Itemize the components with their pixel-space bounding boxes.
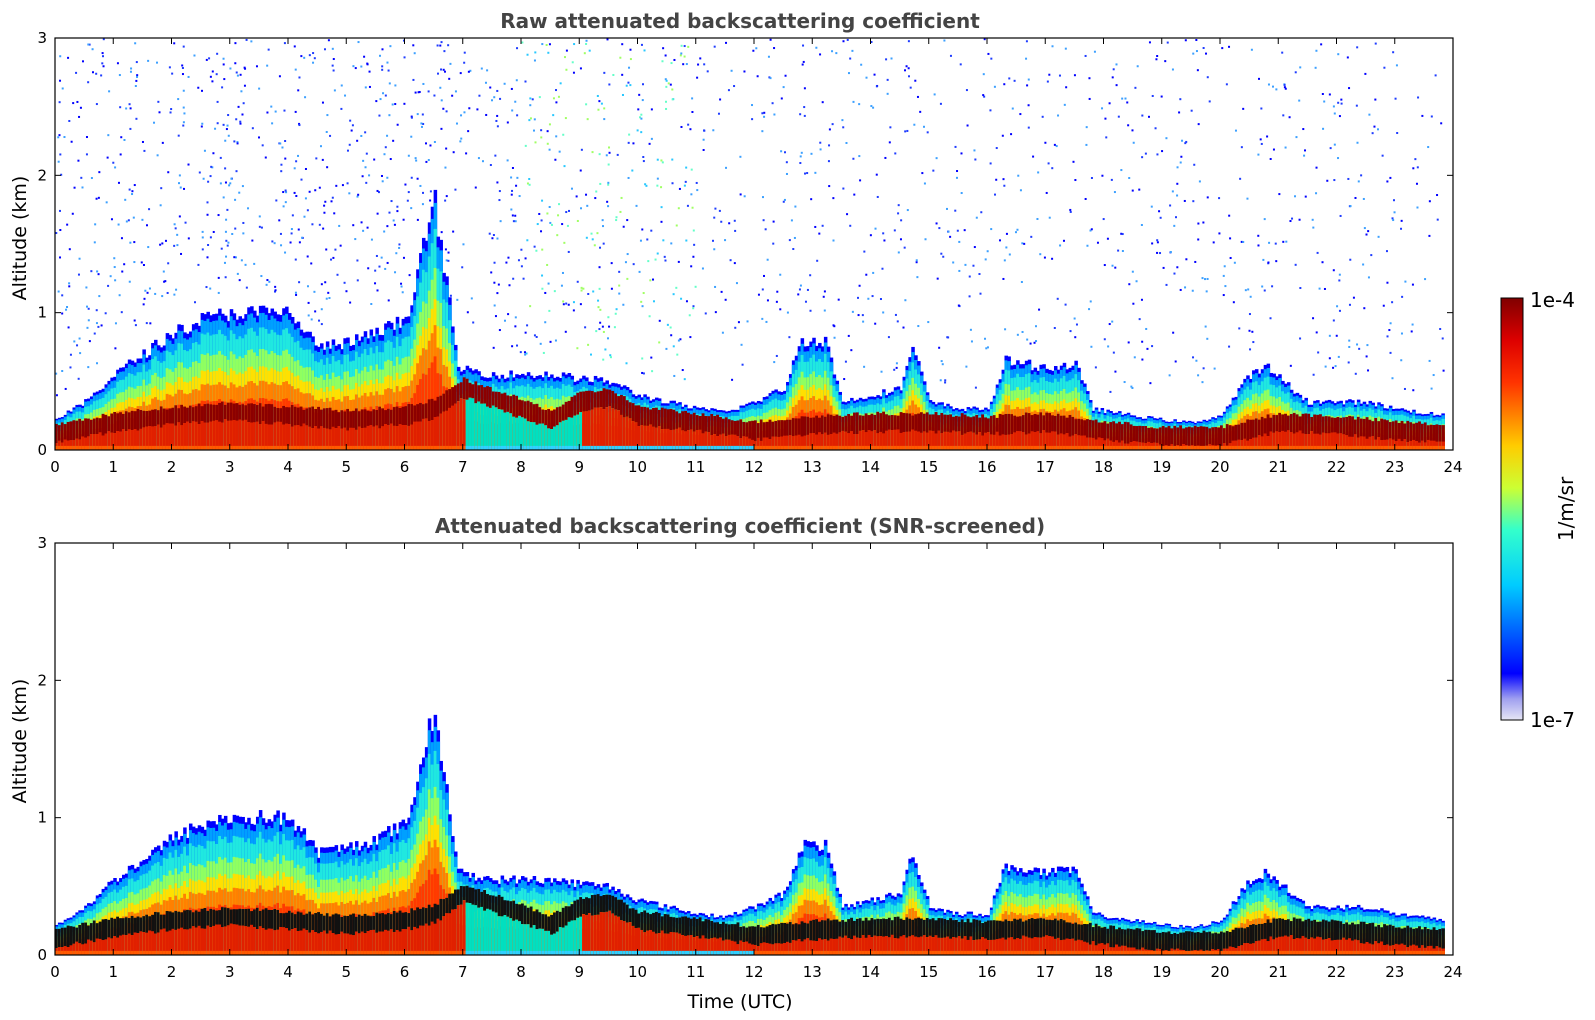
top-x-tick-label: 22 — [1327, 458, 1346, 476]
bottom-x-tick-label: 23 — [1385, 963, 1404, 981]
top-chart-title: Raw attenuated backscattering coefficien… — [500, 9, 980, 33]
bottom-x-tick-label: 19 — [1152, 963, 1171, 981]
bottom-y-tick-label: 3 — [37, 534, 47, 552]
top-x-tick-label: 13 — [803, 458, 822, 476]
top-y-tick-label: 1 — [37, 304, 47, 322]
top-x-tick-label: 4 — [283, 458, 293, 476]
top-y-axis-label: Altitude (km) — [9, 176, 31, 301]
top-x-tick-label: 1 — [108, 458, 118, 476]
top-x-tick-label: 18 — [1094, 458, 1113, 476]
bottom-y-tick-label: 0 — [37, 946, 47, 964]
bottom-x-tick-label: 22 — [1327, 963, 1346, 981]
top-heatmap-panel: 0 1 2 3 4 5 6 7 8 9 10 11 12 13 14 15 16 17 18 19 20 21 22 23 24… — [37, 29, 1462, 476]
bottom-x-tick-label: 8 — [516, 963, 526, 981]
top-x-tick-label: 7 — [458, 458, 468, 476]
top-x-tick-label: 24 — [1443, 458, 1462, 476]
top-x-tick-label: 21 — [1269, 458, 1288, 476]
colorbar — [1500, 297, 1524, 721]
top-x-tick-label: 9 — [574, 458, 584, 476]
colorbar-min-label: 1e-7 — [1530, 708, 1575, 732]
bottom-x-tick-label: 9 — [574, 963, 584, 981]
top-x-tick-label: 0 — [50, 458, 60, 476]
top-x-tick-label: 20 — [1210, 458, 1229, 476]
bottom-x-tick-label: 7 — [458, 963, 468, 981]
top-x-tick-label: 8 — [516, 458, 526, 476]
bottom-y-tick-label: 2 — [37, 671, 47, 689]
bottom-x-tick-label: 16 — [977, 963, 996, 981]
top-x-tick-label: 23 — [1385, 458, 1404, 476]
bottom-y-axis-label: Altitude (km) — [9, 679, 31, 804]
x-axis-label: Time (UTC) — [686, 991, 792, 1013]
bottom-chart-title: Attenuated backscattering coefficient (S… — [435, 514, 1045, 538]
bottom-x-tick-label: 20 — [1210, 963, 1229, 981]
bottom-x-tick-label: 14 — [861, 963, 880, 981]
top-x-tick-label: 16 — [977, 458, 996, 476]
top-y-tick-label: 0 — [37, 441, 47, 459]
colorbar-units-label: 1/m/sr — [1554, 476, 1578, 541]
top-x-tick-label: 3 — [225, 458, 235, 476]
top-x-tick-label: 11 — [686, 458, 705, 476]
top-x-tick-label: 14 — [861, 458, 880, 476]
top-x-tick-label: 12 — [744, 458, 763, 476]
top-x-tick-label: 15 — [919, 458, 938, 476]
top-x-tick-label: 6 — [400, 458, 410, 476]
bottom-x-tick-label: 13 — [803, 963, 822, 981]
top-heatmap-cells — [55, 38, 1445, 450]
bottom-x-tick-label: 2 — [167, 963, 177, 981]
bottom-x-tick-label: 6 — [400, 963, 410, 981]
bottom-x-tick-label: 24 — [1443, 963, 1462, 981]
bottom-x-tick-label: 12 — [744, 963, 763, 981]
bottom-heatmap-panel: 0 1 2 3 4 5 6 7 8 9 10 11 12 13 14 15 16 17 18 19 20 21 22 23 24… — [37, 534, 1462, 981]
top-y-tick-label: 2 — [37, 166, 47, 184]
bottom-x-tick-label: 18 — [1094, 963, 1113, 981]
top-x-tick-label: 2 — [167, 458, 177, 476]
bottom-x-tick-label: 0 — [50, 963, 60, 981]
bottom-x-tick-label: 21 — [1269, 963, 1288, 981]
bottom-x-tick-label: 3 — [225, 963, 235, 981]
bottom-x-tick-label: 11 — [686, 963, 705, 981]
bottom-x-tick-label: 1 — [108, 963, 118, 981]
colorbar-max-label: 1e-4 — [1530, 288, 1575, 312]
top-x-tick-label: 10 — [628, 458, 647, 476]
top-x-tick-label: 19 — [1152, 458, 1171, 476]
bottom-x-tick-label: 4 — [283, 963, 293, 981]
top-y-tick-label: 3 — [37, 29, 47, 47]
bottom-y-tick-label: 1 — [37, 809, 47, 827]
bottom-heatmap-cells — [55, 714, 1445, 955]
top-x-tick-label: 17 — [1036, 458, 1055, 476]
top-x-tick-label: 5 — [341, 458, 351, 476]
bottom-x-tick-label: 15 — [919, 963, 938, 981]
bottom-x-tick-label: 10 — [628, 963, 647, 981]
bottom-x-tick-label: 17 — [1036, 963, 1055, 981]
bottom-x-tick-label: 5 — [341, 963, 351, 981]
